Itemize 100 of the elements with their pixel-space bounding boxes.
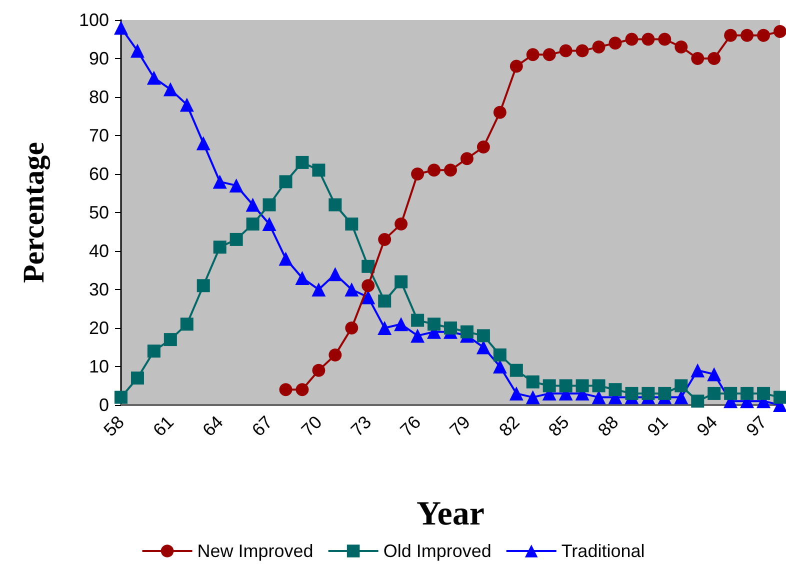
x-tick-label: 67	[248, 412, 276, 440]
point	[114, 390, 128, 404]
y-tick-label: 70	[88, 126, 109, 146]
point	[130, 372, 144, 385]
point	[279, 175, 292, 188]
point	[510, 60, 523, 73]
point	[460, 152, 474, 166]
point	[410, 328, 425, 343]
point	[774, 25, 786, 38]
x-axis-title: Year	[416, 496, 484, 532]
point	[559, 44, 572, 58]
x-tick-label: 91	[643, 412, 672, 440]
point	[493, 106, 506, 119]
point	[625, 32, 638, 46]
x-tick-label: 61	[149, 412, 178, 440]
point	[674, 379, 688, 392]
x-tick-label: 97	[742, 412, 771, 440]
y-tick-label: 10	[88, 356, 109, 376]
point	[378, 294, 392, 308]
point	[492, 360, 507, 374]
x-tick-label: 73	[346, 412, 376, 440]
point	[493, 348, 506, 362]
point	[757, 386, 770, 400]
point	[246, 198, 260, 212]
point	[114, 20, 128, 35]
point	[658, 386, 672, 400]
point	[279, 383, 292, 396]
point	[542, 379, 556, 392]
point	[180, 98, 194, 112]
y-axis-title: Percentage	[18, 142, 50, 284]
point	[460, 325, 474, 338]
point	[526, 390, 540, 404]
point	[428, 164, 441, 177]
point	[361, 290, 376, 304]
point	[345, 218, 358, 231]
legend-label: New Improved	[197, 541, 314, 561]
point	[708, 386, 721, 400]
point	[724, 28, 738, 42]
point	[312, 364, 326, 377]
point	[592, 40, 606, 54]
point	[196, 136, 210, 150]
point	[295, 270, 310, 285]
point	[394, 317, 408, 332]
point	[164, 333, 177, 346]
legend-label: Traditional	[561, 541, 645, 561]
y-tick-label: 40	[88, 241, 109, 261]
point	[608, 383, 622, 396]
point	[394, 218, 408, 231]
y-tick-label: 80	[88, 87, 109, 107]
y-tick-label: 30	[88, 280, 109, 300]
x-tick-label: 88	[594, 412, 622, 440]
point	[344, 282, 359, 296]
point	[362, 260, 375, 273]
point	[708, 52, 721, 65]
point	[163, 82, 178, 96]
point	[559, 379, 572, 392]
point	[180, 318, 194, 331]
point	[740, 28, 754, 42]
point	[642, 32, 655, 46]
point	[196, 279, 210, 292]
point	[362, 279, 375, 292]
point	[345, 322, 358, 334]
point	[774, 390, 786, 404]
point	[411, 314, 424, 327]
point	[526, 48, 540, 62]
point	[691, 52, 704, 65]
point	[576, 44, 589, 58]
point	[428, 318, 441, 331]
point	[757, 28, 770, 42]
point	[542, 48, 556, 62]
point	[246, 218, 260, 231]
y-tick-label: 100	[78, 10, 109, 30]
y-tick-label: 60	[88, 164, 109, 184]
point	[213, 240, 226, 254]
x-tick-label: 76	[396, 412, 425, 440]
point	[146, 70, 161, 85]
point	[328, 348, 342, 362]
x-tick-label: 85	[544, 412, 573, 440]
y-tick-label: 90	[88, 48, 109, 68]
point	[328, 198, 342, 212]
point	[147, 344, 160, 358]
point	[262, 217, 276, 232]
point	[526, 375, 540, 388]
x-tick-label: 70	[297, 412, 326, 440]
point	[476, 340, 490, 354]
point	[296, 156, 309, 169]
point	[740, 386, 754, 400]
point	[724, 386, 738, 400]
point	[625, 386, 638, 400]
point	[312, 282, 326, 296]
point	[592, 379, 606, 392]
point	[212, 174, 227, 189]
point	[262, 198, 276, 212]
point	[411, 168, 424, 180]
point	[608, 36, 622, 50]
point	[444, 322, 457, 334]
point	[674, 40, 688, 54]
x-tick-label: 94	[692, 412, 722, 440]
point	[707, 367, 722, 382]
point	[592, 390, 606, 404]
